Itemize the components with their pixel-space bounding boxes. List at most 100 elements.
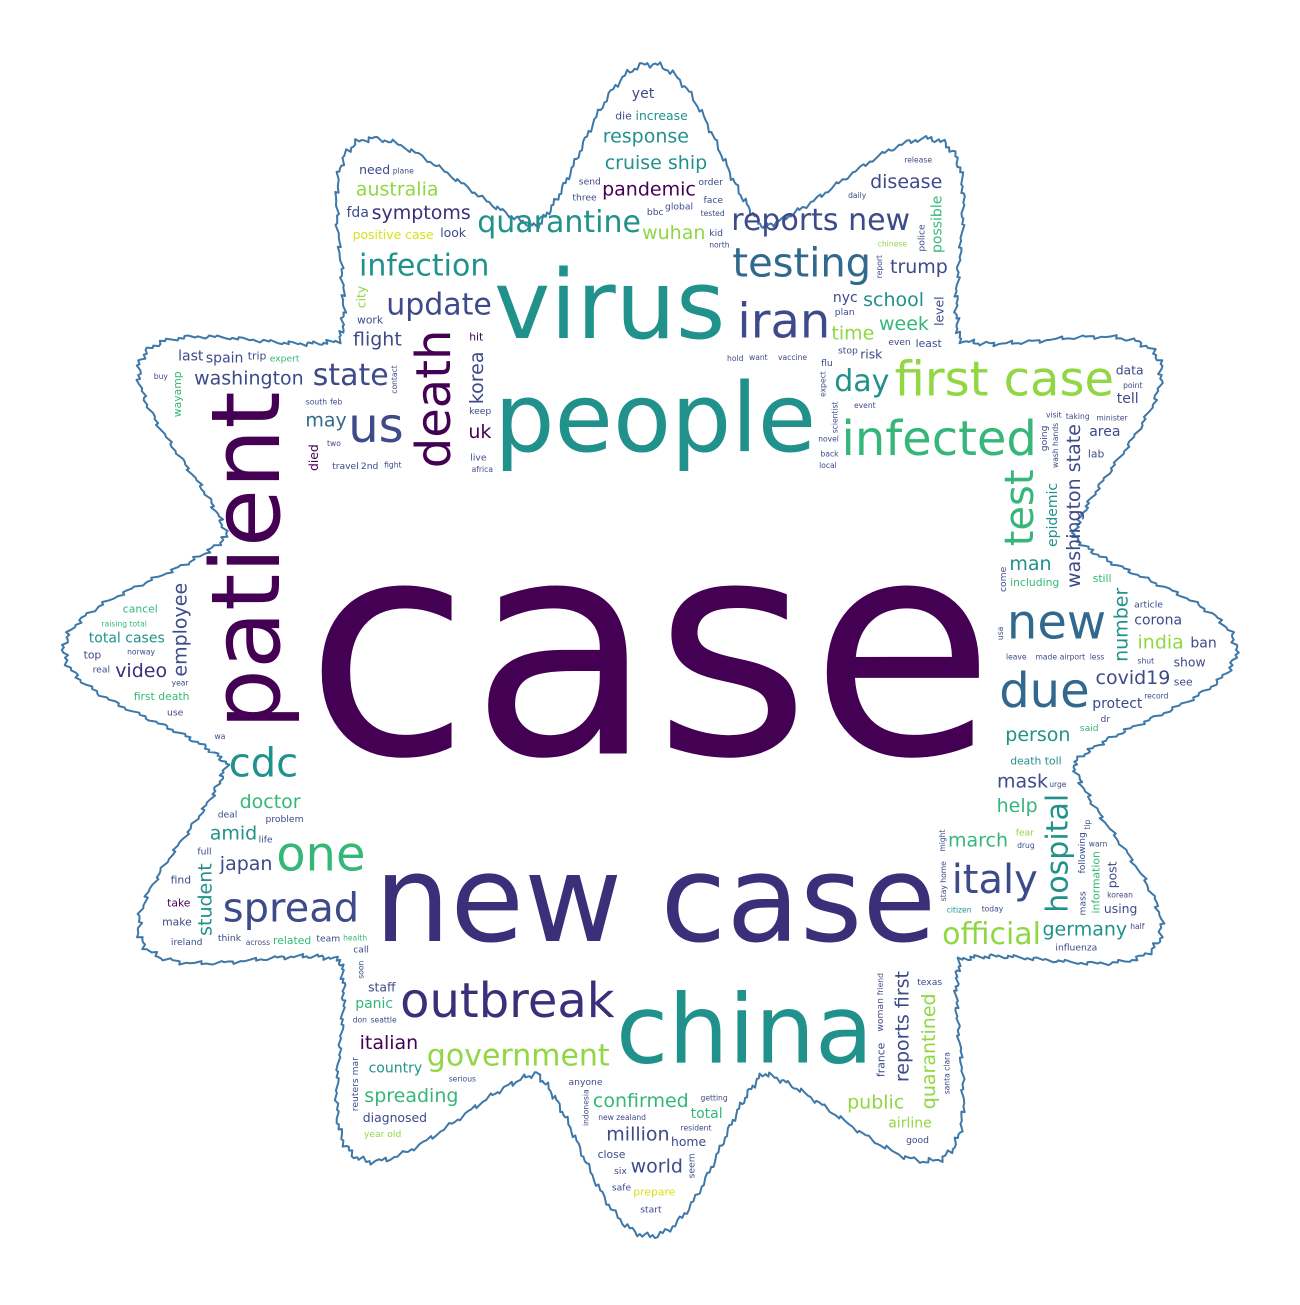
- word-infection: infection: [359, 248, 489, 283]
- word-come: come: [998, 566, 1009, 592]
- word-confirmed: confirmed: [593, 1090, 689, 1112]
- word-cdc: cdc: [229, 740, 298, 786]
- word-infected: infected: [842, 411, 1037, 467]
- word-first-death: first death: [134, 690, 190, 703]
- word-home: home: [671, 1134, 706, 1149]
- word-warn: warn: [1089, 839, 1108, 848]
- word-kid: kid: [709, 228, 723, 239]
- word-send: send: [579, 177, 601, 188]
- word-shut: shut: [1138, 656, 1155, 665]
- word-ireland: ireland: [171, 937, 203, 948]
- word-iran: iran: [737, 294, 830, 350]
- word-reports-first: reports first: [892, 971, 914, 1082]
- word-including: including: [1010, 576, 1059, 589]
- word-time: time: [831, 322, 874, 344]
- word-italy: italy: [952, 857, 1038, 903]
- word-chinese: chinese: [878, 240, 908, 249]
- word-half: half: [1130, 922, 1145, 931]
- word-new-case: new case: [374, 831, 936, 970]
- word-fear: fear: [1016, 828, 1035, 839]
- word-outbreak: outbreak: [400, 973, 615, 1029]
- word-pandemic: pandemic: [602, 178, 696, 200]
- word-positive-case: positive case: [353, 227, 434, 242]
- word-hold: hold: [727, 354, 744, 363]
- word-update: update: [386, 288, 492, 323]
- word-quarantined: quarantined: [918, 993, 940, 1109]
- word-fda: fda: [347, 205, 369, 221]
- word-start: start: [640, 1205, 662, 1216]
- word-yet: yet: [632, 86, 655, 102]
- word-make: make: [162, 916, 192, 929]
- word-case: case: [305, 476, 995, 825]
- word-south: south: [306, 398, 327, 407]
- word-quarantine: quarantine: [477, 205, 641, 240]
- word-good: good: [906, 1135, 929, 1146]
- word-possible: possible: [930, 196, 946, 253]
- word-travel: travel: [332, 461, 359, 472]
- word-north: north: [709, 240, 730, 249]
- word-risk: risk: [860, 346, 883, 361]
- word-ban: ban: [1190, 636, 1216, 652]
- word-world: world: [631, 1156, 683, 1178]
- word-visit: visit: [1046, 410, 1062, 419]
- word-new-zealand: new zealand: [598, 1113, 646, 1122]
- word-day: day: [834, 364, 889, 399]
- word-washington-state: washington state: [1063, 424, 1085, 588]
- word-see: see: [1174, 676, 1193, 689]
- word-deal: deal: [218, 809, 238, 820]
- word-scientist: scientist: [831, 402, 840, 434]
- word-made: made: [1036, 652, 1058, 661]
- word-plane: plane: [393, 167, 414, 176]
- word-mass: mass: [1077, 891, 1088, 915]
- word-need: need: [359, 162, 390, 177]
- word-team: team: [316, 934, 340, 945]
- word-texas: texas: [917, 977, 942, 988]
- word-student: student: [194, 863, 216, 936]
- word-year: year: [172, 679, 190, 688]
- word-work: work: [357, 314, 384, 327]
- word-data: data: [1116, 362, 1144, 377]
- word-article: article: [1134, 600, 1163, 611]
- word-corona: corona: [1134, 612, 1182, 628]
- word-flu: flu: [821, 358, 833, 369]
- word-school: school: [863, 289, 924, 311]
- word-soon: soon: [356, 960, 365, 978]
- word-tell: tell: [1117, 391, 1139, 407]
- word-protect: protect: [1092, 696, 1143, 712]
- word-due: due: [999, 663, 1089, 719]
- word-anyone: anyone: [569, 1077, 603, 1088]
- word-number: number: [1110, 588, 1132, 662]
- word-expect: expect: [818, 371, 827, 397]
- word-take: take: [167, 897, 191, 910]
- word-prepare: prepare: [633, 1185, 675, 1198]
- word-government: government: [427, 1039, 610, 1074]
- word-covid19: covid19: [1096, 667, 1171, 689]
- word-citizen: citizen: [947, 905, 972, 914]
- word-vaccine: vaccine: [778, 353, 807, 362]
- word-hit: hit: [469, 331, 483, 344]
- word-italian: italian: [360, 1032, 419, 1054]
- word-france: france: [875, 1042, 888, 1077]
- word-public: public: [847, 1091, 904, 1113]
- word-total: total: [691, 1106, 723, 1122]
- word-top: top: [84, 649, 102, 662]
- word-man: man: [1009, 553, 1051, 575]
- word-life: life: [259, 835, 273, 846]
- word-washington: washington: [194, 368, 304, 390]
- word-resident: resident: [681, 1124, 712, 1133]
- word-friend: friend: [876, 973, 885, 995]
- word-panic: panic: [355, 996, 393, 1012]
- word-feb: feb: [330, 398, 342, 407]
- word-minister: minister: [1096, 414, 1128, 423]
- word-norway: norway: [127, 648, 155, 657]
- word-cruise-ship: cruise ship: [605, 152, 708, 174]
- word-employee: employee: [170, 583, 192, 677]
- word-look: look: [440, 225, 467, 240]
- word-march: march: [948, 830, 1008, 852]
- word-country: country: [369, 1061, 423, 1077]
- word-disease: disease: [870, 171, 942, 193]
- word-spreading: spreading: [364, 1085, 458, 1107]
- word-tip: tip: [1083, 819, 1092, 829]
- word-getting: getting: [701, 1094, 728, 1103]
